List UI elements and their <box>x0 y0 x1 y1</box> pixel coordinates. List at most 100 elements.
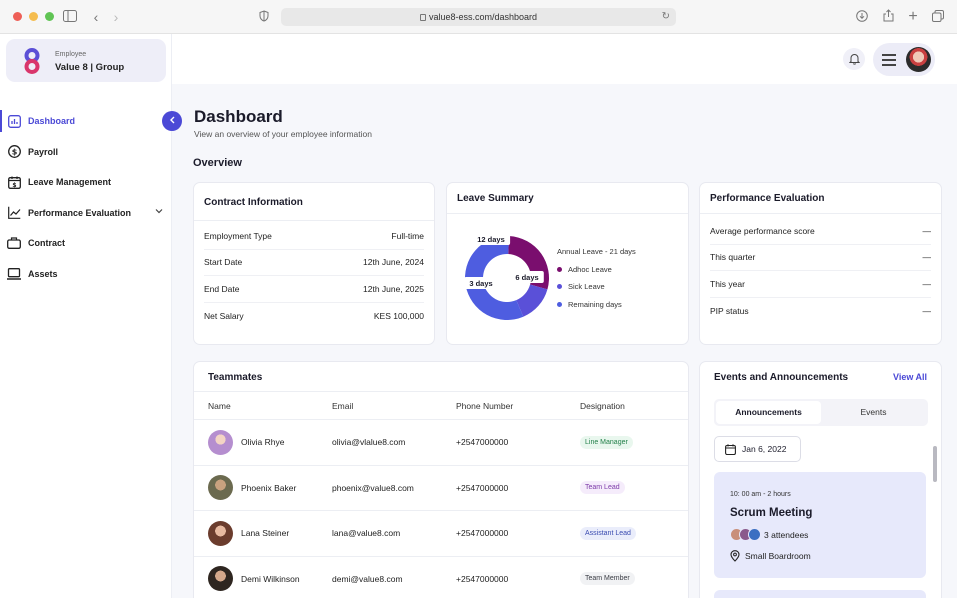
section-title-overview: Overview <box>193 157 242 169</box>
sidebar: Employee Value 8 | Group Dashboard $ Pay… <box>0 34 172 598</box>
performance-row: PIP status — <box>710 298 931 325</box>
user-menu-button[interactable] <box>873 43 935 76</box>
performance-value: — <box>922 278 932 289</box>
value8-logo-icon <box>24 48 40 74</box>
legend-item: Adhoc Leave <box>557 261 636 279</box>
teammate-email: demi@value8.com <box>332 573 403 584</box>
events-scrollbar[interactable] <box>933 446 937 482</box>
reload-icon[interactable]: ↻ <box>661 11 670 22</box>
event-location: Small Boardroom <box>730 550 811 562</box>
donut-slice[interactable] <box>465 236 524 320</box>
table-row[interactable]: Demi Wilkinson demi@value8.com +25470000… <box>194 557 688 598</box>
event-card[interactable]: 10: 00 am - 2 hours Scrum Meeting 3 atte… <box>714 472 926 578</box>
sidebar-item-label: Contract <box>28 238 66 249</box>
briefcase-icon <box>7 236 21 250</box>
legend-title: Annual Leave - 21 days <box>557 247 636 257</box>
donut-label-box <box>510 271 544 283</box>
avatar <box>208 429 233 455</box>
sidebar-item-label: Performance Evaluation <box>28 207 132 218</box>
teammate-name: Demi Wilkinson <box>241 573 300 584</box>
donut-slice-label: 3 days <box>469 279 492 288</box>
event-card[interactable] <box>714 590 926 598</box>
sidebar-toggle-icon[interactable] <box>62 9 78 25</box>
teammates-title: Teammates <box>208 372 263 383</box>
privacy-shield-icon[interactable] <box>256 9 272 25</box>
chevron-left-icon <box>169 116 174 124</box>
performance-row: This quarter — <box>710 245 932 271</box>
svg-text:$: $ <box>11 148 17 157</box>
teammate-name: Phoenix Baker <box>241 482 297 493</box>
share-icon[interactable] <box>880 9 896 25</box>
table-row[interactable]: Lana Steiner lana@value8.com +2547000000… <box>194 511 688 557</box>
address-bar[interactable]: value8-ess.com/dashboard ↻ <box>281 8 676 26</box>
designation-badge: Team Member <box>580 572 635 586</box>
tab-overview-icon[interactable] <box>930 9 946 25</box>
collapse-sidebar-button[interactable] <box>162 111 182 131</box>
performance-label: Average performance score <box>710 225 815 236</box>
column-header-designation: Designation <box>580 400 625 411</box>
legend-label: Adhoc Leave <box>568 264 612 274</box>
sidebar-item-label: Payroll <box>28 146 59 157</box>
view-all-link[interactable]: View All <box>892 372 927 382</box>
date-filter-label: Jan 6, 2022 <box>742 444 787 454</box>
notifications-button[interactable] <box>843 48 865 70</box>
chevron-down-icon[interactable] <box>155 206 163 216</box>
legend-dot <box>557 266 562 272</box>
performance-value: — <box>922 225 932 236</box>
contract-label: Employment Type <box>204 230 272 241</box>
calendar-icon <box>725 443 736 455</box>
calendar-dollar-icon: $ <box>7 175 21 189</box>
sidebar-item-label: Leave Management <box>28 177 112 188</box>
donut-slice[interactable] <box>516 284 548 317</box>
sidebar-item-payroll[interactable]: $ Payroll <box>0 137 172 168</box>
org-switcher[interactable]: Employee Value 8 | Group <box>6 39 166 82</box>
leave-summary-card: Leave Summary 6 days 3 days 12 days Annual… <box>446 182 689 345</box>
tab-events[interactable]: Events <box>860 407 887 417</box>
teammate-email: olivia@vlalue8.com <box>332 437 406 448</box>
back-icon[interactable]: ‹ <box>93 9 99 25</box>
sidebar-item-performance-evaluation[interactable]: Performance Evaluation <box>0 198 172 229</box>
sidebar-item-label: Dashboard <box>28 116 76 127</box>
performance-row: This year — <box>710 271 931 298</box>
contract-label: Net Salary <box>204 310 244 321</box>
table-row[interactable]: Olivia Rhye olivia@vlalue8.com +25470000… <box>194 420 688 466</box>
date-filter-button[interactable]: Jan 6, 2022 <box>714 436 801 462</box>
legend-item: Remaining days <box>557 296 636 314</box>
event-title: Scrum Meeting <box>730 507 813 519</box>
location-pin-icon <box>730 550 740 562</box>
sidebar-item-dashboard[interactable]: Dashboard <box>0 106 172 137</box>
tab-announcements[interactable]: Announcements <box>716 401 821 424</box>
close-window-button[interactable] <box>13 12 22 21</box>
maximize-window-button[interactable] <box>45 12 54 21</box>
forward-icon[interactable]: › <box>113 9 119 25</box>
sidebar-item-leave-management[interactable]: $ Leave Management <box>0 167 172 198</box>
donut-slice-label: 6 days <box>515 273 538 282</box>
teammate-email: phoenix@value8.com <box>332 482 414 493</box>
svg-text:$: $ <box>12 182 16 189</box>
download-icon[interactable] <box>854 9 870 25</box>
performance-value: — <box>922 305 932 316</box>
contract-value: KES 100,000 <box>373 310 424 321</box>
table-row[interactable]: Phoenix Baker phoenix@value8.com +254700… <box>194 466 688 511</box>
avatar <box>208 566 233 592</box>
sidebar-item-contract[interactable]: Contract <box>0 228 172 259</box>
contract-value: 12th June, 2025 <box>363 283 424 294</box>
bell-icon <box>848 53 860 65</box>
org-subtitle: Employee <box>55 51 87 58</box>
events-title: Events and Announcements <box>714 372 849 383</box>
sidebar-nav: Dashboard $ Payroll $ Leave Management P… <box>0 106 172 289</box>
performance-value: — <box>922 252 932 263</box>
url-text: value8-ess.com/dashboard <box>428 12 538 22</box>
contract-row: Start Date 12th June, 2024 <box>204 250 424 276</box>
avatar <box>208 520 233 546</box>
new-tab-icon[interactable]: + <box>908 8 918 25</box>
attendee-count: 3 attendees <box>764 529 809 540</box>
laptop-icon <box>7 267 21 281</box>
donut-label-box <box>464 277 498 289</box>
sidebar-item-assets[interactable]: Assets <box>0 259 172 290</box>
performance-card-title: Performance Evaluation <box>710 193 825 204</box>
column-header-email: Email <box>332 400 354 411</box>
legend-label: Remaining days <box>568 299 622 309</box>
teammate-email: lana@value8.com <box>332 528 401 539</box>
minimize-window-button[interactable] <box>29 12 38 21</box>
